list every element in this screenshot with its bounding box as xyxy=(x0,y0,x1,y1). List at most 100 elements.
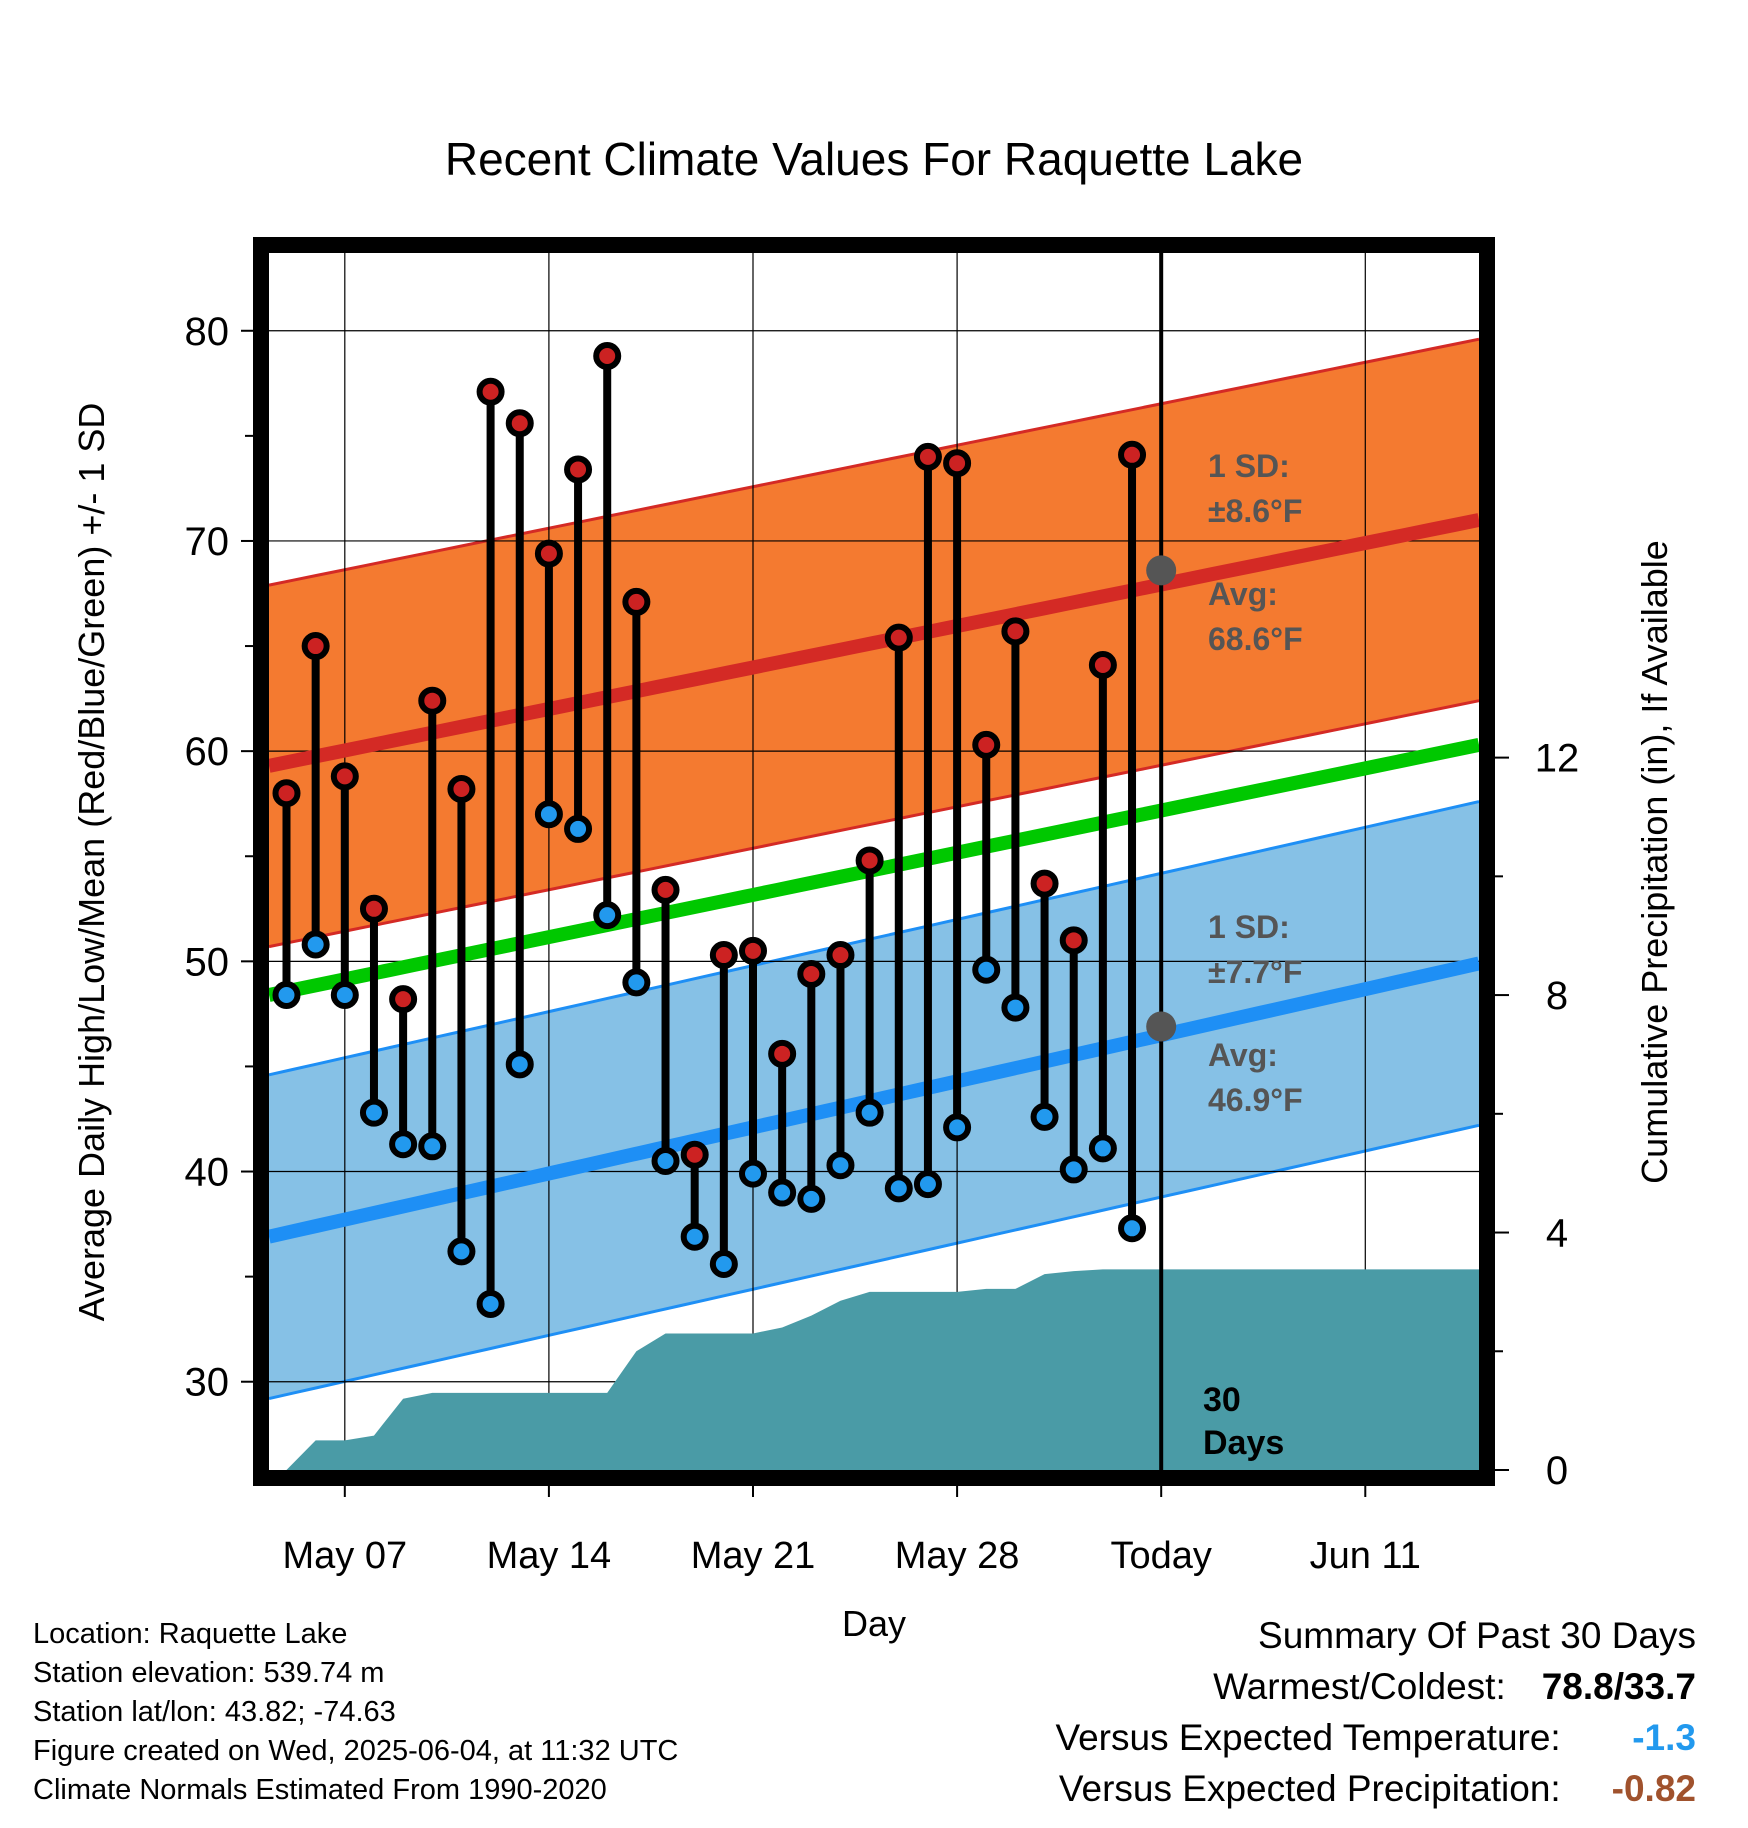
daily-high-point xyxy=(593,341,622,370)
daily-high-point xyxy=(301,632,330,661)
plot-frame xyxy=(253,237,1495,1486)
daily-low-point xyxy=(913,1170,942,1199)
daily-high-point xyxy=(389,985,418,1014)
daily-low-point xyxy=(564,814,593,843)
days-number: 30 xyxy=(1203,1381,1241,1419)
summary-panel: Summary Of Past 30 Days Warmest/Coldest:… xyxy=(1055,1610,1696,1814)
high-band-lower-edge xyxy=(268,699,1480,949)
high-sd-value: ±8.6°F xyxy=(1208,493,1302,529)
daily-low-point xyxy=(1059,1155,1088,1184)
temperature-departure-label: Versus Expected Temperature: xyxy=(1055,1717,1561,1758)
y-left-tick-label: 70 xyxy=(185,520,230,564)
low-avg-value: 46.9°F xyxy=(1208,1082,1303,1118)
y-left-tick-label: 30 xyxy=(185,1361,230,1405)
daily-low-point xyxy=(505,1050,534,1079)
y-right-axis-label: Cumulative Precipitation (in), If Availa… xyxy=(1634,540,1675,1184)
precipitation-departure-value: -0.82 xyxy=(1611,1768,1696,1809)
precipitation-departure-row: Versus Expected Precipitation: -0.82 xyxy=(1055,1763,1696,1814)
axis-ticks: May 07 May 14 May 21 May 28 Today Jun 1130405… xyxy=(185,310,1580,1577)
daily-low-point xyxy=(797,1184,826,1213)
x-tick-label: Jun 11 xyxy=(1310,1535,1421,1577)
daily-low-point xyxy=(884,1174,913,1203)
daily-low-point xyxy=(1088,1134,1117,1163)
chart-title: Recent Climate Values For Raquette Lake xyxy=(445,133,1303,185)
low-avg-label: Avg: xyxy=(1208,1037,1278,1073)
daily-high-point xyxy=(622,587,651,616)
daily-low-point xyxy=(680,1222,709,1251)
daily-low-point xyxy=(593,901,622,930)
y-right-tick-label: 8 xyxy=(1546,974,1568,1018)
daily-low-point xyxy=(972,955,1001,984)
high-avg-value: 68.6°F xyxy=(1208,621,1303,657)
today-high-average-dot xyxy=(1146,555,1177,586)
y-right-tick-label: 0 xyxy=(1546,1449,1568,1493)
daily-high-point xyxy=(768,1039,797,1068)
daily-high-point xyxy=(943,449,972,478)
daily-high-point xyxy=(1118,440,1147,469)
daily-high-point xyxy=(913,442,942,471)
y-left-axis-label: Average Daily High/Low/Mean (Red/Blue/Gr… xyxy=(71,403,112,1322)
location-text: Location: Raquette Lake xyxy=(33,1618,348,1650)
daily-high-point xyxy=(855,846,884,875)
x-tick-label: May 28 xyxy=(895,1535,1020,1577)
warmest-coldest-row: Warmest/Coldest: 78.8/33.7 xyxy=(1055,1661,1696,1712)
daily-high-point xyxy=(797,959,826,988)
daily-low-point xyxy=(651,1147,680,1176)
daily-high-point xyxy=(739,936,767,965)
high-average-line xyxy=(267,513,1481,773)
precipitation-area xyxy=(286,1269,1479,1470)
daily-low-point xyxy=(1001,993,1030,1022)
daily-high-point xyxy=(680,1140,709,1169)
daily-high-point xyxy=(505,409,534,438)
elevation-text: Station elevation: 539.74 m xyxy=(33,1657,385,1689)
daily-low-point xyxy=(1030,1102,1059,1131)
low-sd-label: 1 SD: xyxy=(1208,909,1290,945)
daily-high-point xyxy=(359,894,388,923)
daily-high-point xyxy=(709,941,738,970)
high-band-upper-edge xyxy=(268,337,1480,587)
daily-high-point xyxy=(476,377,505,406)
daily-low-point xyxy=(447,1237,476,1266)
y-right-tick-label: 4 xyxy=(1546,1212,1568,1256)
daily-low-point xyxy=(389,1130,418,1159)
daily-low-point xyxy=(301,930,330,959)
daily-high-point xyxy=(1030,869,1059,898)
y-left-tick-label: 50 xyxy=(185,940,230,984)
cumulative-precip-area xyxy=(286,1269,1479,1470)
days-annotation: 30 Days xyxy=(1203,1381,1284,1462)
x-tick-label: May 14 xyxy=(487,1535,612,1577)
daily-high-point xyxy=(564,455,593,484)
daily-high-point xyxy=(1001,617,1030,646)
today-low-average-dot xyxy=(1146,1011,1177,1042)
daily-high-point xyxy=(884,623,913,652)
low-band-upper-edge xyxy=(268,800,1480,1077)
daily-low-point xyxy=(272,980,301,1009)
normals-text: Climate Normals Estimated From 1990-2020 xyxy=(33,1774,607,1806)
daily-high-point xyxy=(1088,650,1117,679)
daily-low-point xyxy=(622,968,651,997)
daily-high-point xyxy=(1059,926,1088,955)
daily-high-point xyxy=(330,762,359,791)
daily-low-point xyxy=(709,1250,738,1279)
x-tick-label: May 21 xyxy=(691,1535,816,1577)
daily-low-point xyxy=(330,980,359,1009)
x-tick-label: Today xyxy=(1110,1535,1211,1577)
daily-values xyxy=(272,341,1147,1318)
daily-low-point xyxy=(359,1098,388,1127)
daily-low-point xyxy=(768,1178,797,1207)
daily-high-point xyxy=(651,875,680,904)
daily-low-point xyxy=(418,1132,447,1161)
y-left-tick-label: 40 xyxy=(185,1151,230,1195)
summary-heading: Summary Of Past 30 Days xyxy=(1258,1615,1696,1656)
daily-high-point xyxy=(418,686,447,715)
y-right-tick-label: 12 xyxy=(1535,737,1580,781)
daily-low-point xyxy=(1118,1214,1147,1243)
station-info: Location: Raquette Lake Station elevatio… xyxy=(33,1615,678,1810)
low-band-lower-edge xyxy=(268,1123,1480,1400)
today-marker xyxy=(1146,253,1177,1470)
low-sd-value: ±7.7°F xyxy=(1208,954,1302,990)
latlon-text: Station lat/lon: 43.82; -74.63 xyxy=(33,1696,396,1728)
daily-low-point xyxy=(534,800,563,829)
daily-high-point xyxy=(826,941,855,970)
